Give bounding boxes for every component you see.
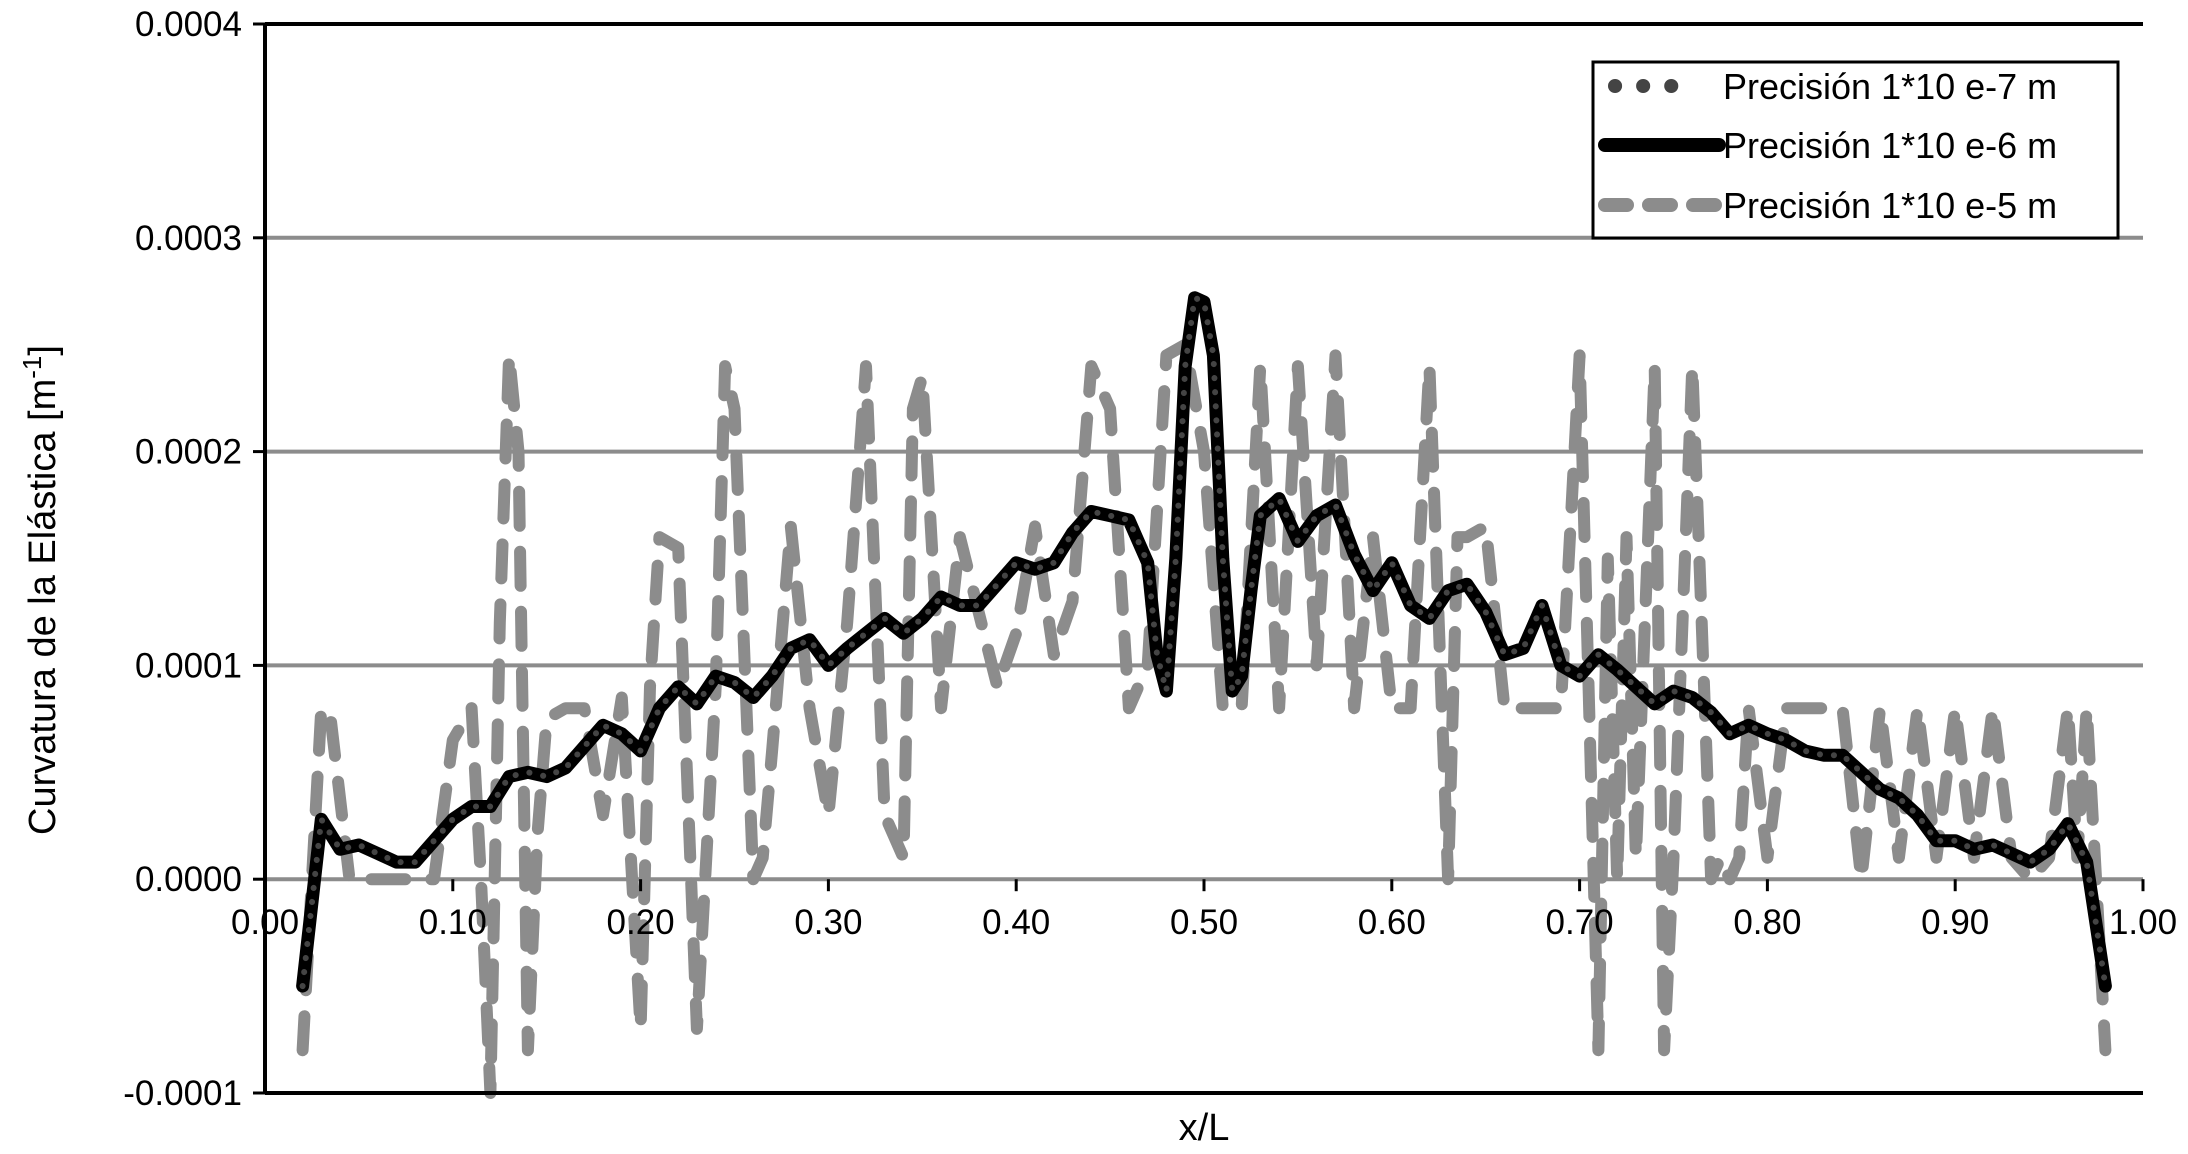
x-axis-label: x/L [1179,1107,1230,1149]
x-tick-labels: 0.00 0.10 0.20 0.30 0.40 0.50 0.60 0.70 0.80 0.90… [231,903,2177,942]
y-tick-label-4: 0.0003 [135,219,242,258]
x-tick-label-2: 0.20 [607,903,675,942]
y-tick-label-5: 0.0004 [135,5,242,44]
legend: Precisión 1*10 e-7 m Precisión 1*10 e-6 … [1591,60,2120,240]
legend-label-e6: Precisión 1*10 e-6 m [1723,125,2057,166]
series-line-1 [296,291,2112,993]
legend-label-e5: Precisión 1*10 e-5 m [1723,185,2057,226]
x-tick-label-5: 0.50 [1170,903,1238,942]
y-axis-label: Curvatura de la Elástica [m-1] [17,345,64,835]
x-tick-label-10: 1.00 [2109,903,2177,942]
y-tick-label-2: 0.0001 [135,646,242,685]
y-axis-label-main: Curvatura de la Elástica [m [22,379,64,835]
axes [253,22,2145,1095]
y-tick-label-1: 0.0000 [135,860,242,899]
x-tick-label-0: 0.00 [231,903,299,942]
x-tick-label-3: 0.30 [794,903,862,942]
x-tick-label-9: 0.90 [1921,903,1989,942]
series-group [296,291,2112,1099]
y-axis-label-superscript: -1 [17,356,47,379]
y-tick-labels: -0.0001 0.0000 0.0001 0.0002 0.0003 0.0004 [123,5,242,1113]
x-tick-label-1: 0.10 [419,903,487,942]
x-tick-label-8: 0.80 [1733,903,1801,942]
legend-label-e7: Precisión 1*10 e-7 m [1723,66,2057,107]
x-tick-label-7: 0.70 [1546,903,1614,942]
y-axis-label-close: ] [22,345,64,356]
x-tick-label-4: 0.40 [982,903,1050,942]
y-tick-label-0: -0.0001 [123,1074,242,1113]
x-tick-label-6: 0.60 [1358,903,1426,942]
y-tick-label-3: 0.0002 [135,433,242,472]
